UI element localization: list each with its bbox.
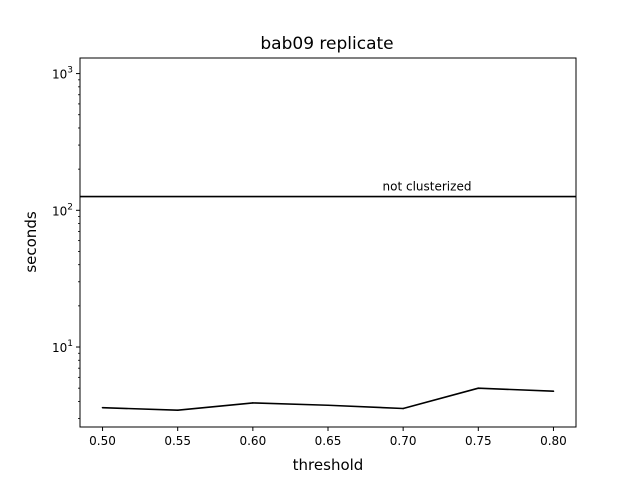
series-group: [101, 387, 555, 412]
data-point: [477, 387, 480, 389]
x-tick-label: 0.65: [315, 434, 342, 448]
y-tick-label: 103: [52, 66, 73, 82]
reference-lines: not clusterized: [80, 180, 576, 198]
data-point: [176, 409, 179, 412]
reference-line-label: not clusterized: [383, 180, 472, 194]
y-axis: 101 102 103: [52, 66, 80, 419]
plot-frame: [79, 57, 577, 428]
x-axis: 0.50 0.55 0.60 0.65 0.70 0.75 0.80: [89, 427, 567, 448]
y-tick-label: 101: [52, 339, 73, 355]
x-tick-label: 0.50: [89, 434, 116, 448]
data-point: [101, 406, 104, 409]
data-point: [252, 402, 254, 404]
x-tick-label: 0.60: [239, 434, 266, 448]
x-tick-label: 0.75: [465, 434, 492, 448]
x-tick-label: 0.55: [164, 434, 191, 448]
y-tick-label: 102: [52, 202, 73, 218]
data-point: [552, 390, 555, 393]
x-tick-label: 0.70: [390, 434, 417, 448]
chart-title: bab09 replicate: [260, 34, 393, 54]
x-tick-label: 0.80: [540, 434, 567, 448]
y-axis-label: seconds: [22, 211, 40, 272]
x-axis-label: threshold: [293, 456, 364, 474]
data-point: [402, 407, 404, 410]
series-line: [102, 387, 554, 412]
data-point: [327, 404, 329, 407]
